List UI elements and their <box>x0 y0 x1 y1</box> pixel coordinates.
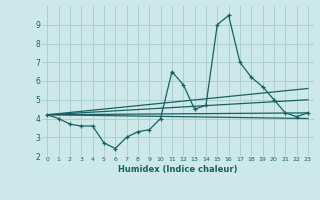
X-axis label: Humidex (Indice chaleur): Humidex (Indice chaleur) <box>118 165 237 174</box>
